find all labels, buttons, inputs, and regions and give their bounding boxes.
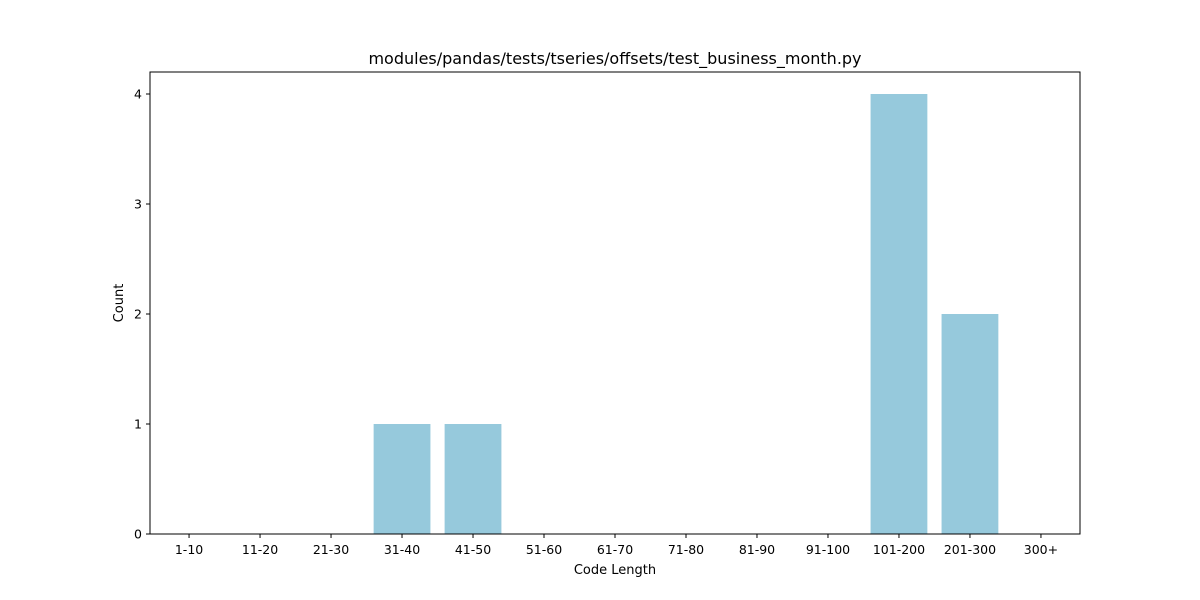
x-tick-label: 51-60 bbox=[526, 542, 562, 557]
bar-201-300 bbox=[941, 314, 999, 534]
x-tick-label: 81-90 bbox=[739, 542, 775, 557]
x-tick-label: 31-40 bbox=[384, 542, 420, 557]
x-tick-label: 41-50 bbox=[455, 542, 491, 557]
chart-title: modules/pandas/tests/tseries/offsets/tes… bbox=[368, 49, 861, 69]
x-tick-label: 300+ bbox=[1024, 542, 1058, 557]
x-tick-label: 91-100 bbox=[806, 542, 850, 557]
x-axis: 1-10 11-20 21-30 31-40 41-50 51-60 61-70 71-80 8… bbox=[175, 534, 1058, 557]
y-tick-label: 1 bbox=[134, 417, 142, 432]
y-tick-label: 0 bbox=[134, 527, 142, 542]
x-tick-label: 21-30 bbox=[313, 542, 349, 557]
bars-layer bbox=[373, 94, 999, 534]
y-tick-label: 4 bbox=[134, 87, 142, 102]
y-tick-label: 3 bbox=[134, 197, 142, 212]
x-tick-label: 71-80 bbox=[668, 542, 704, 557]
x-axis-label: Code Length bbox=[574, 563, 656, 578]
plot-frame bbox=[149, 71, 1081, 535]
bar-31-40 bbox=[373, 424, 431, 534]
x-tick-label: 201-300 bbox=[944, 542, 996, 557]
bar-41-50 bbox=[444, 424, 502, 534]
y-axis: 0 1 2 3 4 bbox=[134, 87, 150, 542]
y-tick-label: 2 bbox=[134, 307, 142, 322]
x-tick-label: 11-20 bbox=[242, 542, 278, 557]
y-axis-label: Count bbox=[112, 284, 127, 323]
x-tick-label: 1-10 bbox=[175, 542, 203, 557]
bar-101-200 bbox=[870, 94, 928, 534]
x-tick-label: 61-70 bbox=[597, 542, 633, 557]
x-tick-label: 101-200 bbox=[873, 542, 925, 557]
